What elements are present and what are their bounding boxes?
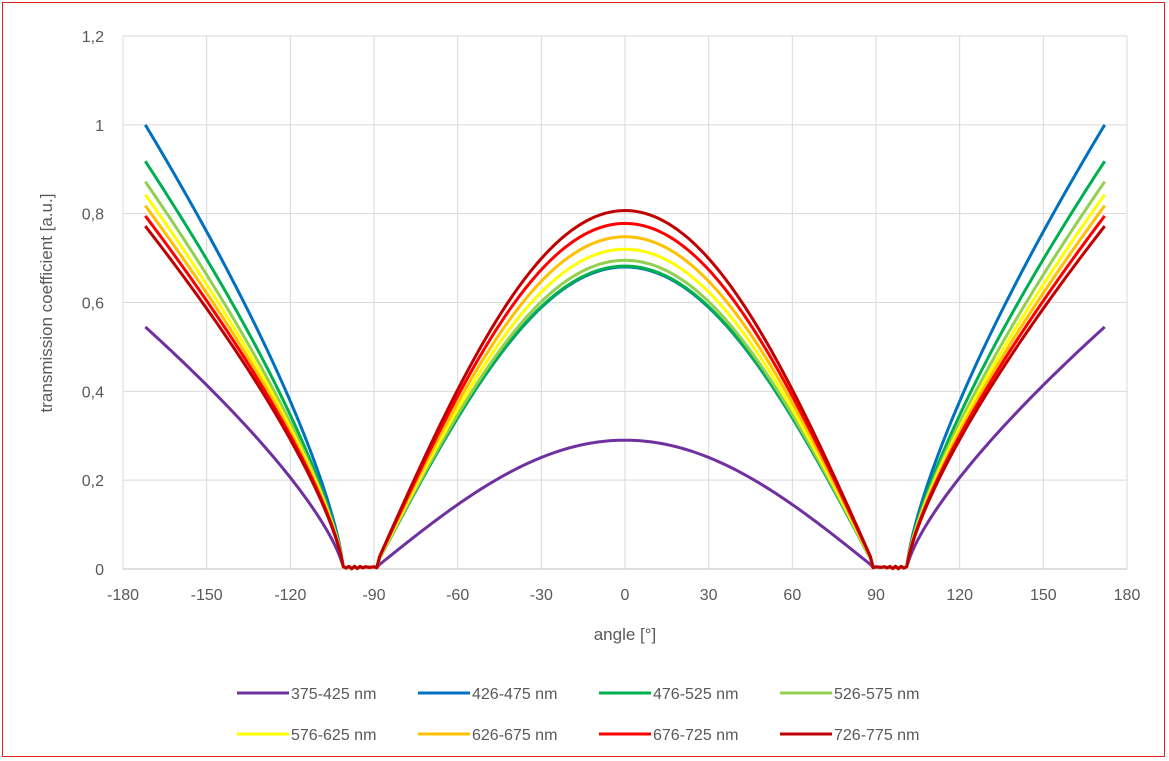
y-tick-label: 0 <box>95 562 104 579</box>
x-tick-label: -150 <box>191 587 223 604</box>
gridlines <box>122 35 1128 570</box>
y-axis-ticks: 0 0,2 0,4 0,6 0,8 1 1,2 <box>82 29 104 579</box>
legend-label: 676-725 nm <box>653 727 738 744</box>
y-tick-label: 0,4 <box>82 384 104 401</box>
x-tick-label: 180 <box>1114 587 1141 604</box>
legend: 375-425 nm 426-475 nm 476-525 nm 526-575 nm… <box>237 686 919 744</box>
series-lines <box>144 124 1106 571</box>
series-line-7 <box>144 209 1106 571</box>
legend-label: 375-425 nm <box>291 686 376 703</box>
y-tick-label: 0,8 <box>82 207 104 224</box>
x-tick-label: -180 <box>107 587 139 604</box>
y-tick-label: 0,6 <box>82 296 104 313</box>
x-tick-label: 60 <box>783 587 801 604</box>
legend-label: 626-675 nm <box>472 727 557 744</box>
legend-label: 526-575 nm <box>834 686 919 703</box>
x-tick-label: -30 <box>530 587 553 604</box>
x-tick-label: 150 <box>1030 587 1057 604</box>
series-line-2 <box>144 160 1106 571</box>
x-tick-label: 120 <box>946 587 973 604</box>
legend-label: 476-525 nm <box>653 686 738 703</box>
x-tick-label: 90 <box>867 587 885 604</box>
x-tick-label: 0 <box>621 587 630 604</box>
legend-label: 426-475 nm <box>472 686 557 703</box>
legend-label: 576-625 nm <box>291 727 376 744</box>
series-line-0 <box>144 325 1106 571</box>
x-tick-label: -120 <box>274 587 306 604</box>
x-tick-label: -60 <box>446 587 469 604</box>
series-line-3 <box>144 180 1106 571</box>
x-axis-title: angle [°] <box>594 625 657 644</box>
x-axis-ticks: -180 -150 -120 -90 -60 -30 0 30 60 90 120 150 180 <box>107 587 1140 604</box>
y-tick-label: 0,2 <box>82 473 104 490</box>
y-axis-title: transmission coefficient [a.u.] <box>37 194 56 413</box>
y-tick-label: 1 <box>95 118 104 135</box>
x-tick-label: -90 <box>362 587 385 604</box>
y-tick-label: 1,2 <box>82 29 104 46</box>
legend-label: 726-775 nm <box>834 727 919 744</box>
x-tick-label: 30 <box>700 587 718 604</box>
